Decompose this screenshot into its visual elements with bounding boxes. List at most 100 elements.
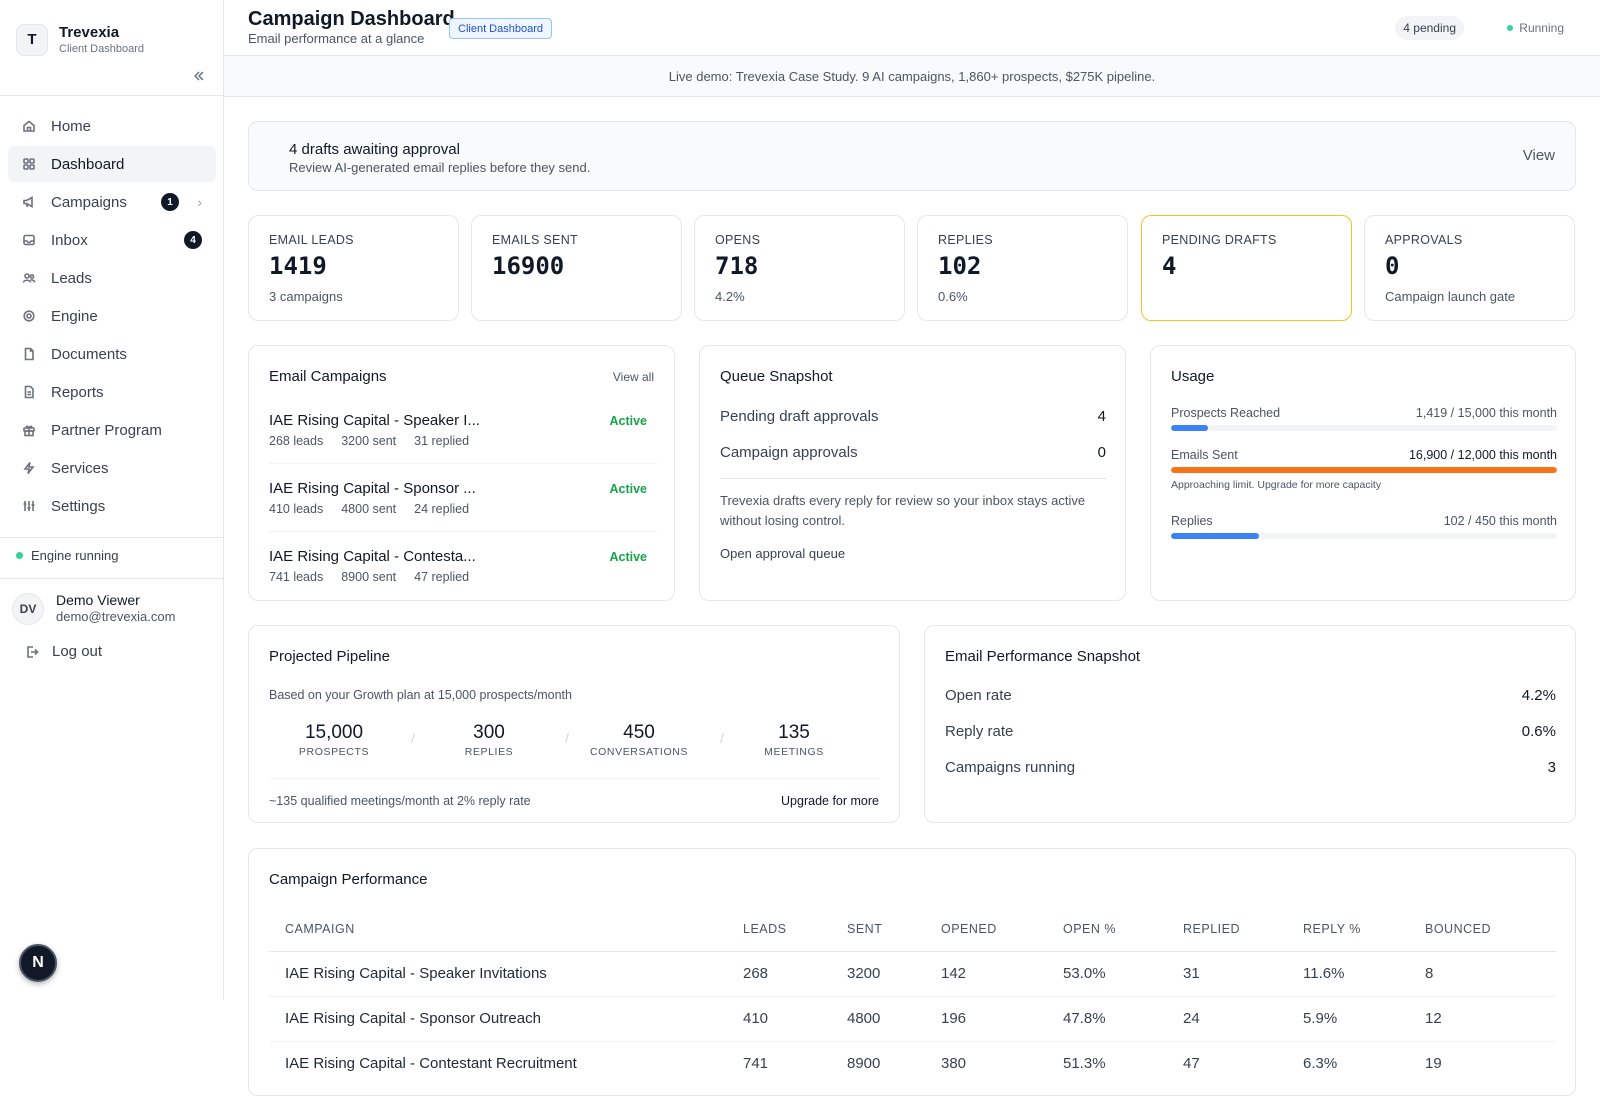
sidebar-item-services[interactable]: Services bbox=[8, 450, 216, 486]
column-header[interactable]: REPLY % bbox=[1287, 907, 1409, 952]
user-email: demo@trevexia.com bbox=[56, 609, 176, 624]
usage-row-prospects: Prospects Reached 1,419 / 15,000 this mon… bbox=[1171, 406, 1557, 431]
sidebar-item-engine[interactable]: Engine bbox=[8, 298, 216, 334]
assistant-fab-button[interactable]: N bbox=[19, 944, 57, 982]
table-row[interactable]: IAE Rising Capital - Contestant Recruitm… bbox=[269, 1041, 1556, 1086]
status-badge: Active bbox=[609, 414, 647, 428]
sidebar-item-documents[interactable]: Documents bbox=[8, 336, 216, 372]
stat-label: REPLIES bbox=[938, 233, 993, 247]
sidebar: T Trevexia Client Dashboard Home Dashboa… bbox=[0, 0, 224, 1000]
campaign-name: IAE Rising Capital - Sponsor ... bbox=[269, 480, 476, 497]
sidebar-item-partner-program[interactable]: Partner Program bbox=[8, 412, 216, 448]
sidebar-item-inbox[interactable]: Inbox 4 bbox=[8, 222, 216, 258]
usage-label: Replies bbox=[1171, 514, 1213, 528]
sidebar-item-campaigns[interactable]: Campaigns 1 › bbox=[8, 184, 216, 220]
pipeline-label: PROSPECTS bbox=[298, 746, 370, 758]
queue-row: Pending draft approvals 4 bbox=[720, 408, 1106, 425]
usage-progress-fill bbox=[1171, 533, 1259, 539]
brand[interactable]: T Trevexia Client Dashboard bbox=[0, 0, 223, 62]
running-status: Running bbox=[1507, 16, 1564, 40]
campaign-sent: 3200 sent bbox=[341, 434, 397, 448]
table-cell: 380 bbox=[941, 1055, 967, 1073]
user-name: Demo Viewer bbox=[56, 592, 140, 608]
stat-value: 0 bbox=[1385, 252, 1400, 280]
table-cell: 51.3% bbox=[1063, 1055, 1106, 1073]
performance-label: Campaigns running bbox=[945, 759, 1076, 776]
column-header[interactable]: REPLIED bbox=[1167, 907, 1287, 952]
pipeline-stage-prospects: 15,000 PROSPECTS bbox=[279, 722, 389, 758]
stat-card-pending-drafts[interactable]: PENDING DRAFTS 4 bbox=[1141, 215, 1352, 321]
status-badge: Active bbox=[609, 550, 647, 564]
campaign-stats: 268 leads 3200 sent 31 replied bbox=[269, 434, 487, 448]
pipeline-label: CONVERSATIONS bbox=[589, 746, 689, 758]
brand-subtitle: Client Dashboard bbox=[59, 42, 144, 55]
stat-label: EMAIL LEADS bbox=[269, 233, 354, 247]
campaign-row[interactable]: IAE Rising Capital - Speaker I... 268 le… bbox=[269, 412, 657, 480]
performance-row: Open rate 4.2% bbox=[945, 687, 1556, 704]
logout-button[interactable]: Log out bbox=[24, 643, 102, 660]
column-header[interactable]: SENT bbox=[831, 907, 925, 952]
campaign-performance-card: Campaign Performance CAMPAIGN LEADS SENT… bbox=[248, 848, 1576, 1096]
usage-progress-track bbox=[1171, 425, 1557, 431]
column-header[interactable]: BOUNCED bbox=[1409, 907, 1556, 952]
campaigns-count-badge: 1 bbox=[161, 193, 179, 211]
pipeline-stage-meetings: 135 MEETINGS bbox=[739, 722, 849, 758]
sidebar-item-settings[interactable]: Settings bbox=[8, 488, 216, 524]
campaign-sent: 4800 sent bbox=[341, 502, 397, 516]
status-dot bbox=[1507, 25, 1514, 31]
chevron-right-icon[interactable]: › bbox=[197, 194, 202, 210]
table-row[interactable]: IAE Rising Capital - Sponsor Outreach 41… bbox=[269, 996, 1556, 1042]
table-header-row: CAMPAIGN LEADS SENT OPENED OPEN % REPLIE… bbox=[269, 907, 1556, 952]
campaign-row[interactable]: IAE Rising Capital - Contesta... 741 lea… bbox=[269, 548, 657, 616]
sidebar-item-label: Campaigns bbox=[51, 193, 127, 211]
open-approval-queue-link[interactable]: Open approval queue bbox=[720, 546, 846, 561]
sidebar-item-home[interactable]: Home bbox=[8, 108, 216, 144]
engine-status: Engine running bbox=[16, 548, 118, 563]
campaign-sent: 8900 sent bbox=[341, 570, 397, 584]
document-icon bbox=[21, 346, 37, 362]
page-title: Campaign Dashboard bbox=[248, 8, 455, 30]
collapse-sidebar-icon[interactable] bbox=[190, 67, 208, 85]
table-row[interactable]: IAE Rising Capital - Speaker Invitations… bbox=[269, 951, 1556, 997]
campaign-row[interactable]: IAE Rising Capital - Sponsor ... 410 lea… bbox=[269, 480, 657, 548]
view-all-link[interactable]: View all bbox=[612, 370, 654, 384]
stat-card-replies: REPLIES 102 0.6% bbox=[917, 215, 1128, 321]
sidebar-item-reports[interactable]: Reports bbox=[8, 374, 216, 410]
column-header[interactable]: CAMPAIGN bbox=[269, 907, 727, 952]
sidebar-item-leads[interactable]: Leads bbox=[8, 260, 216, 296]
upgrade-link[interactable]: Upgrade for more bbox=[781, 794, 879, 808]
table-cell: IAE Rising Capital - Speaker Invitations bbox=[269, 951, 727, 997]
pipeline-separator: / bbox=[565, 730, 569, 746]
column-header[interactable]: OPENED bbox=[925, 907, 1047, 952]
sidebar-item-label: Documents bbox=[51, 345, 127, 363]
home-icon bbox=[21, 118, 37, 134]
section-title: Email Performance Snapshot bbox=[945, 648, 1141, 665]
pipeline-label: REPLIES bbox=[464, 746, 514, 758]
column-header[interactable]: LEADS bbox=[727, 907, 831, 952]
stat-card-opens: OPENS 718 4.2% bbox=[694, 215, 905, 321]
section-title: Usage bbox=[1171, 368, 1215, 385]
pending-badge[interactable]: 4 pending bbox=[1395, 16, 1464, 40]
user-profile[interactable]: DV Demo Viewer demo@trevexia.com bbox=[12, 592, 175, 625]
column-header[interactable]: OPEN % bbox=[1047, 907, 1167, 952]
table-cell: 24 bbox=[1167, 996, 1287, 1042]
pipeline-value: 135 bbox=[778, 722, 810, 743]
view-drafts-link[interactable]: View bbox=[1522, 147, 1555, 164]
campaign-leads: 410 leads bbox=[269, 502, 324, 516]
section-title: Projected Pipeline bbox=[269, 648, 390, 665]
approval-subtitle: Review AI-generated email replies before… bbox=[289, 160, 591, 175]
stat-value: 718 bbox=[715, 252, 759, 280]
usage-label: Prospects Reached bbox=[1171, 406, 1281, 420]
avatar: DV bbox=[12, 592, 44, 625]
logout-label: Log out bbox=[52, 643, 103, 660]
sidebar-divider bbox=[0, 537, 223, 538]
brand-name: Trevexia bbox=[59, 23, 120, 41]
sidebar-item-dashboard[interactable]: Dashboard bbox=[8, 146, 216, 182]
usage-progress-fill bbox=[1171, 425, 1208, 431]
table-cell: 11.6% bbox=[1287, 951, 1409, 997]
table-cell: 53.0% bbox=[1047, 951, 1167, 997]
usage-value: 16,900 / 12,000 this month bbox=[1408, 448, 1557, 462]
megaphone-icon bbox=[21, 194, 37, 210]
sliders-icon bbox=[21, 498, 37, 514]
campaign-name: IAE Rising Capital - Contesta... bbox=[269, 548, 476, 565]
